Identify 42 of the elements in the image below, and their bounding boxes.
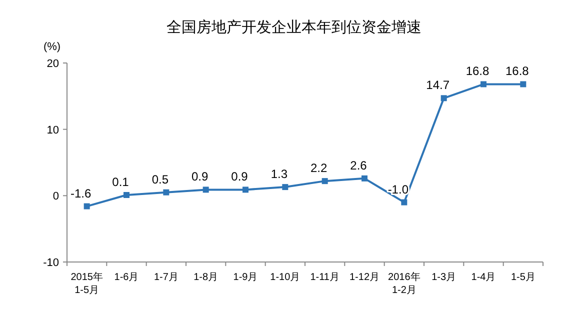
x-tick-label: 2016年 1-2月 [388,271,420,296]
y-tick-label: -10 [43,257,59,269]
y-tick-label: 20 [46,58,59,70]
point [124,192,130,198]
x-tick-label: 2015年 1-5月 [70,271,103,296]
x-tick-label: 1-3月 [432,272,456,283]
x-tick-label: 1-9月 [233,272,258,283]
data-label: 16.8 [505,64,530,78]
data-label: 0.9 [191,170,208,184]
point [322,178,328,184]
point [242,186,248,193]
point [163,189,170,196]
x-tick-label: 1-8月 [194,272,218,283]
y-tick-label: 10 [46,124,59,136]
x-tick-label: 1-12月 [349,272,380,283]
point [401,199,408,206]
data-label: -1.0 [388,182,409,196]
data-label: 2.2 [310,161,328,176]
x-tick-label: 1-5月 [510,272,536,283]
data-label: 16.8 [466,64,490,78]
point [440,95,447,102]
title: 全国房地产开发企业本年到位资金增速 [166,19,422,36]
point [480,81,486,88]
data-label: 0.1 [112,175,130,190]
data-label: 0.5 [152,172,169,186]
point [282,184,288,190]
data-label: 14.7 [426,78,450,92]
data-label: 0.9 [231,170,248,184]
ylabel: (%) [43,41,61,53]
data-label: 2.6 [350,158,368,172]
x-tick-label: 1-10月 [270,272,300,283]
point [202,186,209,193]
point [520,81,526,88]
x-tick-label: 1-11月 [310,272,340,283]
point [362,175,368,182]
x-tick-label: 1-4月 [471,272,496,283]
x-tick-label: 1-6月 [114,272,139,283]
data-label: 1.3 [270,167,288,182]
y-tick-label: 0 [52,190,59,203]
x-tick-label: 1-7月 [154,272,178,283]
point [84,203,90,210]
data-label: -1.6 [70,186,92,200]
